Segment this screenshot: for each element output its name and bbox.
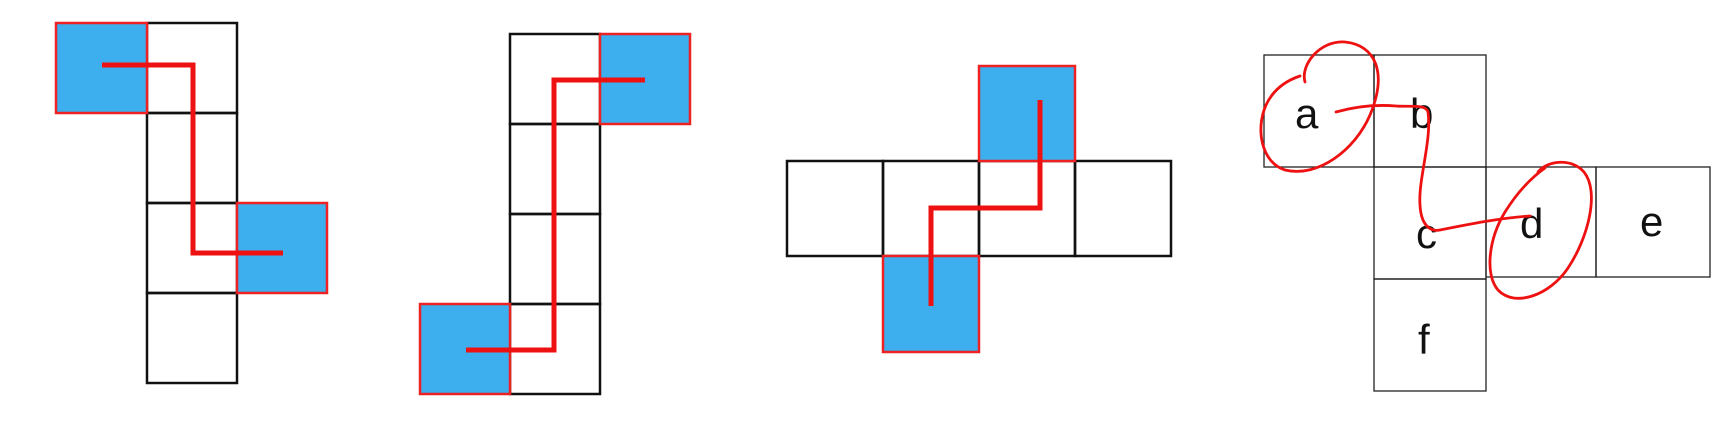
net-1-path xyxy=(102,62,283,256)
net-1-highlight-top xyxy=(54,21,149,115)
label-a: a xyxy=(1295,90,1319,137)
net-3-highlight-top xyxy=(977,64,1077,163)
net-2 xyxy=(418,32,692,396)
label-e: e xyxy=(1640,198,1663,245)
net-3-path xyxy=(928,100,1043,306)
net-4-cell-a xyxy=(1263,54,1375,168)
label-f: f xyxy=(1418,316,1430,363)
net-4-cell-f xyxy=(1373,278,1487,392)
net-4-path xyxy=(1334,104,1532,232)
circle-d xyxy=(1488,160,1593,300)
circle-a xyxy=(1259,40,1380,173)
net-1-highlight-right xyxy=(235,201,329,295)
net-3 xyxy=(785,64,1173,354)
label-d: d xyxy=(1520,200,1543,247)
net-4: a b c d e f xyxy=(1259,40,1711,392)
net-4-cell-e xyxy=(1595,166,1711,278)
net-3-cell-1 xyxy=(785,159,885,258)
net-1-cell-4 xyxy=(145,291,239,385)
label-c: c xyxy=(1416,210,1437,257)
net-1 xyxy=(54,21,329,385)
net-3-cell-4 xyxy=(1073,159,1173,258)
net-2-path xyxy=(466,77,645,353)
